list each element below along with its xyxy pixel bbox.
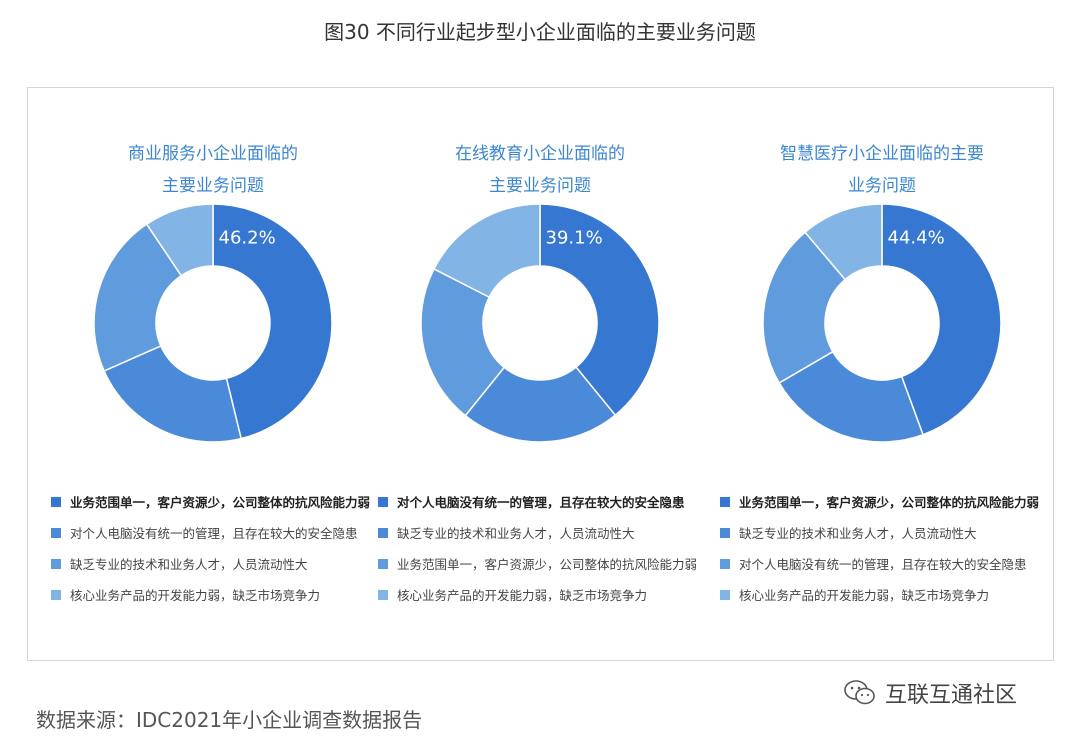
legend-swatch [378,589,388,600]
legend-item: 核心业务产品的开发能力弱，缺乏市场竞争力 [378,579,713,610]
legend-item: 对个人电脑没有统一的管理，且存在较大的安全隐患 [51,517,386,548]
chart-title: 智慧医疗小企业面临的主要 业务问题 [712,138,1052,202]
chart-title-line-1: 商业服务小企业面临的 [128,144,298,164]
chart-title-line-2: 主要业务问题 [489,176,591,196]
legend-item: 业务范围单一，客户资源少，公司整体的抗风险能力弱 [51,486,386,517]
donut-chart: 46.2% [93,203,333,443]
legend-item: 业务范围单一，客户资源少，公司整体的抗风险能力弱 [378,548,713,579]
legend-swatch [720,527,730,538]
donut-chart: 39.1% [420,203,660,443]
legend: 业务范围单一，客户资源少，公司整体的抗风险能力弱 对个人电脑没有统一的管理，且存在… [51,486,386,610]
data-source-note: 数据来源：IDC2021年小企业调查数据报告 [36,708,423,732]
chart-panel: 商业服务小企业面临的 主要业务问题 46.2% 业务范围单一，客户资源少，公司整… [27,87,1054,661]
legend-label: 缺乏专业的技术和业务人才，人员流动性大 [739,526,977,541]
legend-swatch [720,558,730,569]
chart-title-line-2: 业务问题 [848,176,916,196]
donut-slice [539,203,660,417]
donut-slice [212,203,333,440]
legend-item: 缺乏专业的技术和业务人才，人员流动性大 [378,517,713,548]
donut-slice [803,203,883,281]
legend-item: 缺乏专业的技术和业务人才，人员流动性大 [51,548,386,579]
donut-slice [432,203,541,299]
chart-title: 在线教育小企业面临的 主要业务问题 [370,138,710,202]
legend-swatch [720,589,730,600]
legend-label: 缺乏专业的技术和业务人才，人员流动性大 [70,557,308,572]
donut-slice [420,267,506,417]
donut-slice [145,203,214,277]
legend-swatch [51,496,61,507]
legend-label: 核心业务产品的开发能力弱，缺乏市场竞争力 [739,588,990,603]
chart-title-line-1: 在线教育小企业面临的 [455,144,625,164]
watermark-text: 互联互通社区 [885,683,1018,708]
wechat-icon [844,680,875,705]
legend-swatch [378,527,388,538]
legend-swatch [378,558,388,569]
legend-swatch [51,527,61,538]
donut-slice [762,231,847,384]
legend-label: 对个人电脑没有统一的管理，且存在较大的安全隐患 [739,557,1027,572]
slice-value-label: 39.1% [546,228,603,249]
legend-item: 对个人电脑没有统一的管理，且存在较大的安全隐患 [378,486,713,517]
legend-label: 核心业务产品的开发能力弱，缺乏市场竞争力 [397,588,648,603]
donut-slice [103,344,243,443]
donut-chart: 44.4% [762,203,1002,443]
legend-label: 缺乏专业的技术和业务人才，人员流动性大 [397,526,635,541]
legend-swatch [720,496,730,507]
slice-value-label: 44.4% [888,228,945,249]
watermark: 互联互通社区 [843,677,1017,709]
legend-item: 对个人电脑没有统一的管理，且存在较大的安全隐患 [720,548,1055,579]
legend-item: 业务范围单一，客户资源少，公司整体的抗风险能力弱 [720,486,1055,517]
slice-value-label: 46.2% [219,228,276,249]
chart-title-line-2: 主要业务问题 [162,176,264,196]
donut-slice [93,223,183,372]
chart-online-education: 在线教育小企业面临的 主要业务问题 39.1% 对个人电脑没有统一的管理，且存在… [370,88,710,660]
legend-item: 核心业务产品的开发能力弱，缺乏市场竞争力 [51,579,386,610]
legend-swatch [378,496,388,507]
legend-item: 核心业务产品的开发能力弱，缺乏市场竞争力 [720,579,1055,610]
figure-title: 图30 不同行业起步型小企业面临的主要业务问题 [324,20,756,44]
donut-slice [778,350,924,443]
legend-label: 对个人电脑没有统一的管理，且存在较大的安全隐患 [70,526,358,541]
legend-label: 业务范围单一，客户资源少，公司整体的抗风险能力弱 [70,495,371,510]
legend-swatch [51,589,61,600]
legend: 业务范围单一，客户资源少，公司整体的抗风险能力弱 缺乏专业的技术和业务人才，人员流… [720,486,1055,610]
chart-title-line-1: 智慧医疗小企业面临的主要 [780,144,984,164]
chart-smart-healthcare: 智慧医疗小企业面临的主要 业务问题 44.4% 业务范围单一，客户资源少，公司整… [712,88,1052,660]
legend-label: 业务范围单一，客户资源少，公司整体的抗风险能力弱 [739,495,1040,510]
donut-slice [881,203,1002,436]
legend-swatch [51,558,61,569]
donut-slice [464,366,617,443]
chart-commercial-services: 商业服务小企业面临的 主要业务问题 46.2% 业务范围单一，客户资源少，公司整… [43,88,383,660]
legend-item: 缺乏专业的技术和业务人才，人员流动性大 [720,517,1055,548]
legend: 对个人电脑没有统一的管理，且存在较大的安全隐患 缺乏专业的技术和业务人才，人员流动… [378,486,713,610]
chart-title: 商业服务小企业面临的 主要业务问题 [43,138,383,202]
legend-label: 业务范围单一，客户资源少，公司整体的抗风险能力弱 [397,557,698,572]
legend-label: 对个人电脑没有统一的管理，且存在较大的安全隐患 [397,495,685,510]
legend-label: 核心业务产品的开发能力弱，缺乏市场竞争力 [70,588,321,603]
